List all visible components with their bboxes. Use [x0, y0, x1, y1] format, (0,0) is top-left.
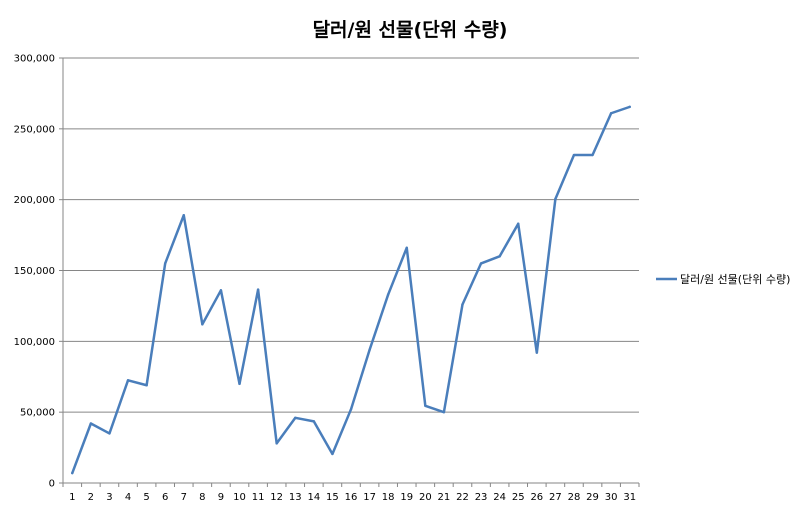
x-tick-label: 8 [199, 492, 205, 503]
data-point [349, 408, 353, 411]
x-tick-label: 2 [88, 492, 94, 503]
data-point [609, 112, 613, 115]
data-point [368, 348, 371, 352]
series-group [71, 105, 631, 475]
x-tick-label: 20 [419, 492, 432, 503]
data-point [554, 197, 557, 201]
x-tick-label: 13 [289, 492, 302, 503]
data-point [238, 382, 241, 386]
data-point [89, 422, 93, 425]
data-point [628, 105, 631, 109]
legend: 달러/원 선물(단위 수량) [656, 273, 790, 286]
y-tick-label: 100,000 [14, 337, 55, 348]
x-tick-label: 9 [218, 492, 224, 503]
x-tick-label: 23 [475, 492, 488, 503]
data-point [535, 351, 539, 354]
data-point [405, 246, 408, 250]
data-point [256, 288, 260, 291]
x-tick-label: 21 [438, 492, 451, 503]
data-point [145, 384, 148, 387]
x-tick-label: 30 [605, 492, 618, 503]
x-tick-label: 22 [456, 492, 469, 503]
data-point [312, 420, 316, 423]
data-point [517, 222, 520, 225]
data-point [275, 442, 278, 445]
x-tick-label: 29 [586, 492, 599, 503]
y-tick-label: 300,000 [14, 54, 55, 65]
x-tick-label: 12 [270, 492, 283, 503]
data-point [219, 289, 223, 292]
x-tick-label: 16 [345, 492, 358, 503]
x-tick-label: 25 [512, 492, 525, 503]
x-tick-label: 15 [326, 492, 339, 503]
x-tick-label: 18 [382, 492, 395, 503]
y-axis-ticks: 0 50,000 100,000 150,000 200,000 250,000 300,0… [14, 54, 63, 490]
x-tick-label: 28 [568, 492, 581, 503]
x-tick-label: 19 [400, 492, 413, 503]
chart-title: 달러/원 선물(단위 수량) [313, 19, 508, 41]
data-point [442, 410, 446, 414]
data-point [386, 293, 390, 296]
data-point [461, 303, 464, 306]
data-point [479, 262, 483, 265]
y-tick-label: 250,000 [14, 124, 55, 135]
data-point [424, 404, 427, 407]
x-tick-label: 11 [252, 492, 265, 503]
data-point [71, 471, 74, 475]
data-point [294, 416, 297, 420]
data-point [182, 214, 185, 217]
data-point [201, 323, 204, 326]
x-tick-label: 17 [363, 492, 376, 503]
legend-label: 달러/원 선물(단위 수량) [680, 273, 790, 286]
x-tick-label: 5 [143, 492, 149, 503]
y-tick-label: 50,000 [20, 408, 55, 419]
data-point [163, 262, 167, 265]
data-point [331, 452, 334, 456]
data-point [498, 255, 501, 258]
y-tick-label: 200,000 [14, 195, 55, 206]
data-point [108, 432, 111, 435]
x-tick-label: 31 [623, 492, 636, 503]
x-tick-label: 1 [69, 492, 75, 503]
x-tick-label: 3 [106, 492, 112, 503]
y-tick-label: 150,000 [14, 266, 55, 277]
x-tick-label: 24 [493, 492, 506, 503]
x-tick-label: 7 [181, 492, 187, 503]
x-tick-label: 4 [125, 492, 131, 503]
x-tick-label: 10 [233, 492, 246, 503]
x-tick-label: 14 [307, 492, 320, 503]
gridlines [63, 57, 639, 413]
x-tick-label: 27 [549, 492, 562, 503]
y-tick-label: 0 [49, 479, 55, 490]
data-point [591, 153, 594, 157]
x-tick-label: 26 [530, 492, 543, 503]
data-point [572, 153, 576, 157]
x-axis-ticks: 1 2 3 4 5 6 7 8 9 10 11 12 13 14 15 16 17 18 19 20 21 22 23 24 2… [62, 483, 640, 503]
x-tick-label: 6 [162, 492, 168, 503]
data-point [126, 379, 130, 382]
